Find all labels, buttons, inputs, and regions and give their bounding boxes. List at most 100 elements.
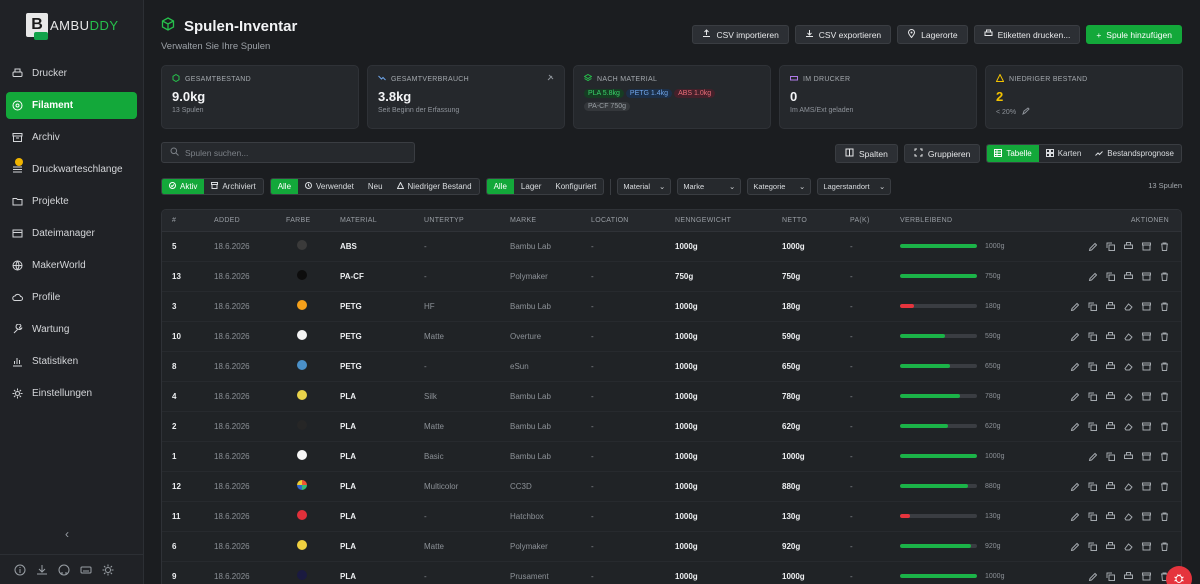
archive-icon[interactable] (1142, 512, 1151, 521)
edit-icon[interactable] (1070, 512, 1079, 521)
keyboard-icon[interactable] (80, 564, 92, 576)
print-icon[interactable] (1124, 241, 1133, 251)
copy-icon[interactable] (1106, 242, 1115, 251)
table-view-tab[interactable]: Tabelle (987, 145, 1039, 162)
eraser-icon[interactable] (1124, 302, 1133, 311)
columns-button[interactable]: Spalten (834, 144, 898, 163)
add-spool-button[interactable]: + Spule hinzufügen (1086, 25, 1182, 44)
print-icon[interactable] (1106, 511, 1115, 521)
print-icon[interactable] (1106, 331, 1115, 341)
trash-icon[interactable] (1160, 272, 1169, 281)
pin-icon[interactable] (546, 74, 554, 84)
edit-icon[interactable] (1070, 302, 1079, 311)
trash-icon[interactable] (1160, 422, 1169, 431)
download-icon[interactable] (36, 564, 48, 576)
copy-icon[interactable] (1106, 452, 1115, 461)
copy-icon[interactable] (1088, 392, 1097, 401)
sidebar-item-profile[interactable]: Profile (6, 284, 137, 311)
column-header[interactable]: NETTO (772, 210, 840, 232)
column-header[interactable]: PA(K) (840, 210, 890, 232)
eraser-icon[interactable] (1124, 422, 1133, 431)
material-select[interactable]: Material ⌄ (617, 178, 672, 195)
column-header[interactable]: AKTIONEN (1053, 210, 1181, 232)
edit-icon[interactable] (1088, 272, 1097, 281)
sidebar-item-dateimanager[interactable]: Dateimanager (6, 220, 137, 247)
eraser-icon[interactable] (1124, 512, 1133, 521)
edit-icon[interactable] (1070, 332, 1079, 341)
table-row[interactable]: 2 18.6.2026 PLA Matte Bambu Lab -1000g 620g -62… (162, 411, 1181, 442)
filter-storage[interactable]: Lager (520, 182, 542, 191)
info-icon[interactable] (14, 564, 26, 576)
sidebar-item-drucker[interactable]: Drucker (6, 60, 137, 87)
archive-icon[interactable] (1142, 332, 1151, 341)
sidebar-item-makerworld[interactable]: MakerWorld (6, 252, 137, 279)
eraser-icon[interactable] (1124, 392, 1133, 401)
sidebar-item-archiv[interactable]: Archiv (6, 124, 137, 151)
copy-icon[interactable] (1106, 272, 1115, 281)
archive-icon[interactable] (1142, 302, 1151, 311)
edit-icon[interactable] (1070, 392, 1079, 401)
csv-import-button[interactable]: CSV importieren (692, 25, 789, 44)
sidebar-item-druckwarteschlange[interactable]: Druckwarteschlange (6, 156, 137, 183)
edit-icon[interactable] (1070, 542, 1079, 551)
table-row[interactable]: 8 18.6.2026 PETG - eSun -1000g 650g -650g (162, 351, 1181, 382)
edit-icon[interactable] (1070, 482, 1079, 491)
copy-icon[interactable] (1088, 362, 1097, 371)
print-icon[interactable] (1106, 481, 1115, 491)
print-icon[interactable] (1124, 571, 1133, 581)
edit-icon[interactable] (1088, 572, 1097, 581)
table-row[interactable]: 6 18.6.2026 PLA Matte Polymaker -1000g 920g -92… (162, 531, 1181, 562)
sidebar-item-projekte[interactable]: Projekte (6, 188, 137, 215)
filter-all-usage[interactable]: Alle (270, 179, 299, 194)
column-header[interactable]: MATERIAL (330, 210, 414, 232)
copy-icon[interactable] (1088, 542, 1097, 551)
trash-icon[interactable] (1160, 512, 1169, 521)
trash-icon[interactable] (1160, 392, 1169, 401)
eraser-icon[interactable] (1124, 482, 1133, 491)
archive-icon[interactable] (1142, 392, 1151, 401)
trash-icon[interactable] (1160, 362, 1169, 371)
print-icon[interactable] (1124, 271, 1133, 281)
filter-active[interactable]: Aktiv (162, 179, 205, 194)
copy-icon[interactable] (1106, 572, 1115, 581)
column-header[interactable]: VERBLEIBEND (890, 210, 1053, 232)
column-header[interactable]: MARKE (500, 210, 581, 232)
search-input[interactable] (185, 147, 405, 158)
eraser-icon[interactable] (1124, 332, 1133, 341)
trash-icon[interactable] (1160, 482, 1169, 491)
archive-icon[interactable] (1142, 272, 1151, 281)
archive-icon[interactable] (1142, 242, 1151, 251)
eraser-icon[interactable] (1124, 362, 1133, 371)
filter-archived[interactable]: Archiviert (204, 179, 262, 194)
trash-icon[interactable] (1160, 452, 1169, 461)
edit-icon[interactable] (1088, 242, 1097, 251)
sidebar-item-filament[interactable]: Filament (6, 92, 137, 119)
print-icon[interactable] (1106, 301, 1115, 311)
collapse-sidebar-icon[interactable]: ‹ (65, 527, 69, 541)
brand-logo[interactable]: B AMBUDDY (0, 0, 143, 50)
archive-icon[interactable] (1142, 572, 1151, 581)
filter-low-stock[interactable]: Niedriger Bestand (390, 179, 479, 194)
filter-all-config[interactable]: Alle (486, 179, 514, 194)
column-header[interactable]: ADDED (204, 210, 276, 232)
table-row[interactable]: 1 18.6.2026 PLA Basic Bambu Lab -1000g 1000g -1… (162, 441, 1181, 472)
edit-icon[interactable] (1022, 107, 1030, 117)
forecast-view-tab[interactable]: Bestandsprognose (1088, 145, 1181, 162)
github-icon[interactable] (58, 564, 70, 576)
print-icon[interactable] (1106, 541, 1115, 551)
trash-icon[interactable] (1160, 542, 1169, 551)
trash-icon[interactable] (1160, 302, 1169, 311)
bug-report-button[interactable] (1166, 566, 1192, 584)
category-select[interactable]: Kategorie ⌄ (747, 178, 812, 195)
trash-icon[interactable] (1160, 332, 1169, 341)
table-row[interactable]: 4 18.6.2026 PLA Silk Bambu Lab -1000g 780g -780… (162, 381, 1181, 412)
print-icon[interactable] (1106, 361, 1115, 371)
table-row[interactable]: 9 18.6.2026 PLA - Prusament -1000g 1000g -1000g (162, 561, 1181, 584)
filter-configured[interactable]: Konfiguriert (555, 182, 597, 191)
cards-view-tab[interactable]: Karten (1039, 145, 1089, 162)
trash-icon[interactable] (1160, 242, 1169, 251)
edit-icon[interactable] (1070, 362, 1079, 371)
column-header[interactable]: NENNGEWICHT (665, 210, 772, 232)
column-header[interactable]: # (162, 210, 204, 232)
print-icon[interactable] (1106, 391, 1115, 401)
